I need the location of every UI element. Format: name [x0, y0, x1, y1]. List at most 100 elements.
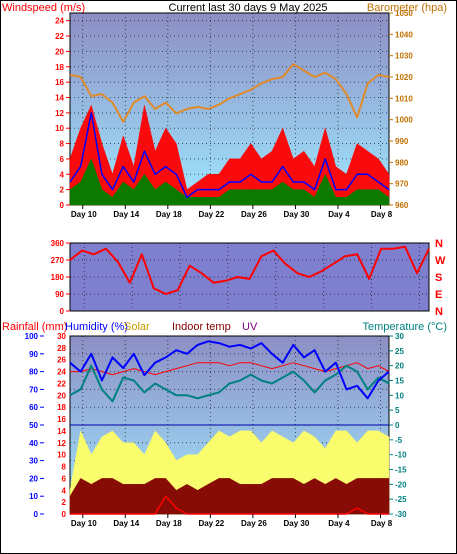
rain-tick-label: 18: [57, 403, 66, 412]
x-tick-label: Day 30: [284, 210, 310, 219]
x-tick-label: Day 26: [241, 519, 267, 528]
climate-header: Rainfall (mm) Humidity (%) Solar Indoor …: [2, 321, 447, 333]
baro-axis-title: Barometer (hpa): [367, 2, 447, 14]
humidity-tick-label: 70: [29, 385, 38, 394]
rain-tick-label: 24: [57, 368, 66, 377]
rain-tick-label: 4: [62, 486, 67, 495]
wind-tick-label: 20: [55, 47, 64, 56]
x-tick-label: Day 30: [284, 519, 310, 528]
direction-tick-label: 90: [55, 290, 64, 299]
humidity-tick-label: 60: [29, 403, 38, 412]
compass-label: N: [435, 306, 443, 318]
temperature-tick-label: -20: [395, 480, 407, 489]
x-tick-label: Day 18: [156, 519, 182, 528]
wind-tick-label: 6: [60, 155, 65, 164]
baro-right-ticks: 960 970 980 990 1000 1010 1020 1030 1040 1050: [389, 9, 413, 210]
wind-tick-label: 14: [55, 93, 64, 102]
rain-tick-label: 14: [57, 427, 66, 436]
baro-tick-label: 970: [395, 180, 409, 189]
humidity-tick-label: 100: [25, 332, 39, 341]
humidity-line: [69, 340, 390, 400]
temperature-tick-label: -15: [395, 466, 407, 475]
baro-tick-label: 1030: [395, 52, 413, 61]
uv-area: [69, 478, 390, 515]
compass-label: E: [435, 289, 442, 301]
temperature-tick-label: 0: [395, 421, 400, 430]
x-tick-label: Day 22: [198, 519, 224, 528]
direction-tick-label: 0: [60, 307, 65, 316]
rain-tick-label: 22: [57, 379, 66, 388]
temperature-line: [69, 364, 390, 403]
baro-tick-label: 1040: [395, 30, 413, 39]
rain-tick-label: 28: [57, 344, 66, 353]
rain-tick-label: 16: [57, 415, 66, 424]
temperature-ticks: -30 -25 -20 -15 -10 -5 0 5 10 15 20 25 30: [389, 332, 407, 519]
wind-tick-label: 16: [55, 78, 64, 87]
solar-title: Solar: [124, 321, 150, 333]
direction-tick-label: 180: [51, 273, 65, 282]
x-tick-label: Day 14: [113, 210, 139, 219]
x-tick-label: Day 8: [371, 519, 393, 528]
humidity-tick-label: 80: [29, 368, 38, 377]
x-tick-label: Day 14: [113, 519, 139, 528]
temperature-tick-label: -5: [395, 436, 403, 445]
rain-tick-label: 0: [62, 510, 67, 519]
rain-tick-label: 12: [57, 439, 66, 448]
climate-series: [69, 340, 390, 515]
wind-tick-label: 0: [60, 201, 65, 210]
humidity-tick-label: 90: [29, 350, 38, 359]
barometer-line: [69, 63, 390, 123]
rain-tick-label: 10: [57, 451, 66, 460]
rain-tick-label: 20: [57, 391, 66, 400]
x-tick-label: Day 4: [328, 519, 350, 528]
x-tick-label: Day 18: [156, 210, 182, 219]
baro-tick-label: 1020: [395, 73, 413, 82]
humidity-tick-label: 10: [29, 492, 38, 501]
baro-tick-label: 1050: [395, 9, 413, 18]
humidity-tick-label: 0: [34, 510, 39, 519]
wind-average-line: [69, 112, 390, 199]
wind-gust-area: [69, 104, 390, 206]
humidity-ticks: 0 10 20 30 40 50 60 70 80 90 100: [25, 332, 44, 519]
temperature-tick-label: 30: [395, 332, 404, 341]
rain-tick-label: 2: [62, 498, 67, 507]
temperature-title: Temperature (°C): [363, 321, 447, 333]
direction-tick-label: 360: [51, 239, 65, 248]
rain-tick-label: 26: [57, 356, 66, 365]
rainfall-line: [70, 495, 389, 515]
x-tick-label: Day 4: [328, 210, 350, 219]
direction-tick-label: 270: [51, 256, 65, 265]
temperature-tick-label: 25: [395, 347, 404, 356]
wind-axis-title: Windspeed (m/s): [2, 2, 85, 14]
wind-tick-label: 12: [55, 109, 64, 118]
wind-x-ticks: Day 10 Day 14 Day 18 Day 22 Day 26 Day 30 Day …: [71, 205, 393, 219]
wind-tick-label: 2: [60, 186, 65, 195]
baro-tick-label: 1000: [395, 116, 413, 125]
rain-tick-label: 6: [62, 474, 67, 483]
baro-tick-label: 960: [395, 201, 409, 210]
temperature-tick-label: -10: [395, 451, 407, 460]
direction-left-ticks: 0 90 180 270 360: [51, 239, 70, 316]
x-tick-label: Day 10: [71, 519, 97, 528]
humidity-tick-label: 20: [29, 474, 38, 483]
indoor-title: Indoor temp: [172, 321, 231, 333]
wind-series: [69, 63, 390, 206]
compass-label: W: [435, 255, 446, 267]
x-tick-label: Day 22: [198, 210, 224, 219]
x-tick-label: Day 26: [241, 210, 267, 219]
temperature-tick-label: 15: [395, 377, 404, 386]
wind-low-area: [69, 158, 390, 206]
x-tick-label: Day 8: [371, 210, 393, 219]
humidity-tick-label: 30: [29, 457, 38, 466]
wind-tick-label: 22: [55, 32, 64, 41]
uv-title: UV: [242, 321, 258, 333]
compass-label: S: [435, 272, 442, 284]
x-tick-label: Day 10: [71, 210, 97, 219]
